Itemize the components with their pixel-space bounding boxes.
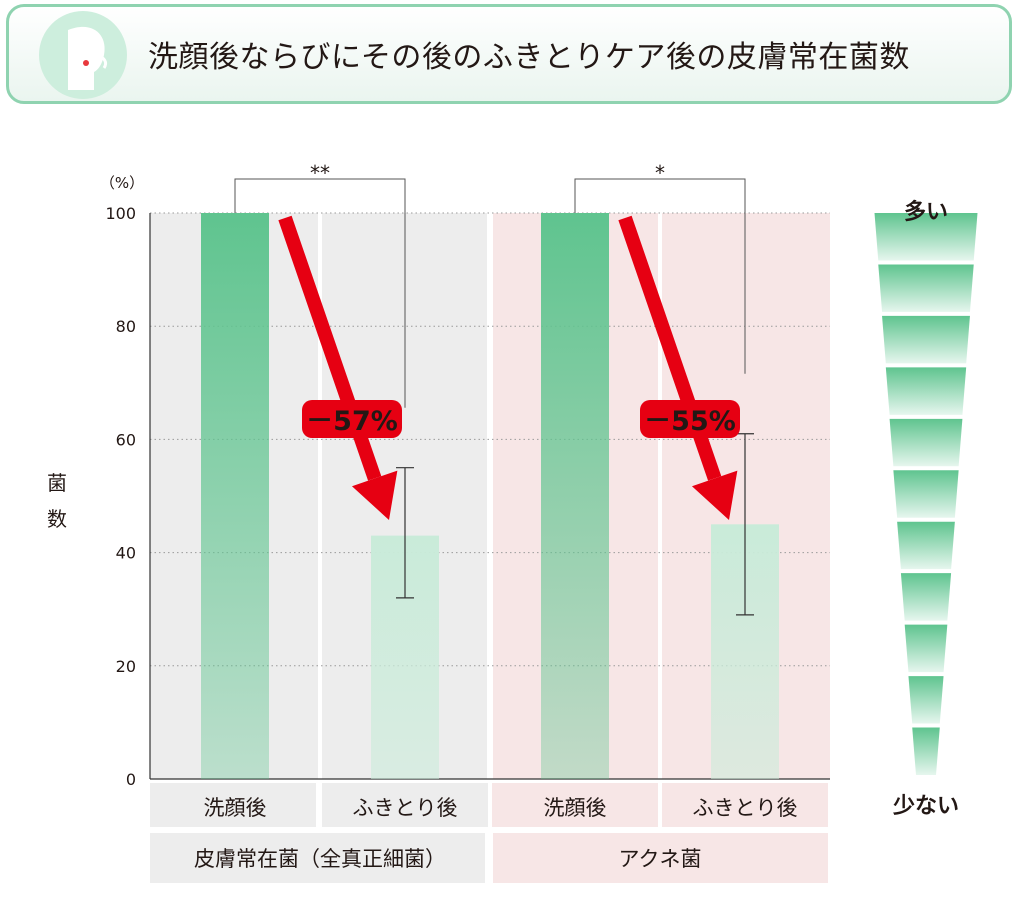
- y-tick-label: 0: [126, 770, 136, 789]
- scale-segment: [904, 624, 948, 673]
- group-label-cell: [493, 833, 828, 883]
- y-tick-label: 60: [116, 430, 136, 449]
- change-badge: [302, 400, 402, 438]
- face-wiping-icon: [39, 11, 127, 99]
- significance-bracket: [234, 178, 406, 408]
- bar: [201, 213, 269, 779]
- x-tick-label: ふきとり後: [693, 796, 798, 820]
- significance-marker: *: [655, 161, 665, 185]
- y-tick-label: 100: [105, 204, 136, 223]
- scale-segment: [912, 727, 940, 775]
- category-cell: [492, 783, 658, 827]
- x-tick-label: ふきとり後: [353, 796, 458, 820]
- y-axis-label: 数: [47, 507, 67, 531]
- y-tick-label: 40: [116, 544, 136, 563]
- x-tick-label: 洗顔後: [204, 796, 267, 820]
- change-badge: [640, 400, 740, 438]
- scale-segment: [874, 213, 978, 261]
- y-tick-label: 80: [116, 317, 136, 336]
- scale-segment: [889, 418, 963, 467]
- scale-top-label: 多い: [904, 199, 948, 225]
- scale-segment: [878, 264, 974, 312]
- y-unit-label: （%）: [100, 174, 144, 192]
- decrease-arrowhead: [691, 470, 738, 520]
- group-label: アクネ菌: [619, 847, 702, 871]
- y-tick-label: 20: [116, 657, 136, 676]
- category-cell: [322, 783, 488, 827]
- decrease-arrowhead: [351, 470, 398, 520]
- scale-segment: [900, 573, 952, 621]
- scale-segment: [885, 367, 967, 415]
- scale-segment: [882, 315, 970, 364]
- chart-title: 洗顔後ならびにその後のふきとりケア後の皮膚常在菌数: [148, 40, 910, 75]
- title-banner: [6, 4, 1012, 104]
- significance-marker: **: [310, 161, 330, 185]
- bar: [541, 213, 609, 779]
- significance-bracket: [574, 178, 746, 374]
- x-tick-label: 洗顔後: [544, 796, 607, 820]
- scale-bottom-label: 少ない: [892, 794, 959, 819]
- category-cell: [150, 783, 316, 827]
- scale-segment: [893, 470, 959, 518]
- change-label: －57%: [306, 406, 398, 437]
- y-axis-label: 菌: [47, 471, 67, 495]
- category-cell: [662, 783, 828, 827]
- scale-segment: [897, 521, 955, 570]
- change-label: －55%: [644, 406, 736, 437]
- group-label: 皮膚常在菌（全真正細菌）: [194, 847, 446, 871]
- scale-segment: [908, 676, 944, 724]
- group-label-cell: [150, 833, 485, 883]
